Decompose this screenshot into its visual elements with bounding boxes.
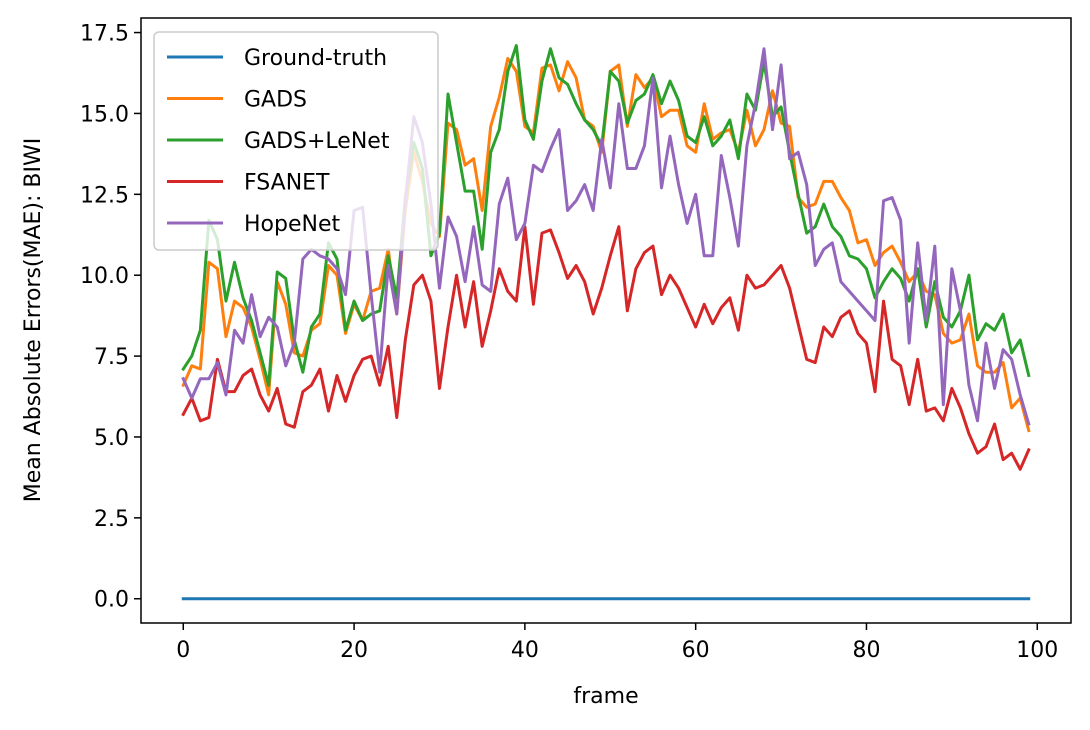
x-tick-label: 60 xyxy=(682,638,710,663)
y-tick-label: 12.5 xyxy=(80,183,129,208)
legend-label-gads: GADS xyxy=(244,88,307,113)
legend-label-ground-truth: Ground-truth xyxy=(244,46,387,71)
y-tick-label: 17.5 xyxy=(80,22,129,47)
series-line-hopenet xyxy=(181,47,1031,426)
y-tick-label: 7.5 xyxy=(94,345,129,370)
x-tick-label: 40 xyxy=(511,638,539,663)
legend-label-hopenet: HopeNet xyxy=(244,212,340,237)
y-tick-label: 5.0 xyxy=(94,426,129,451)
legend: Ground-truth GADS GADS+LeNet FSANET HopeNet xyxy=(153,31,439,251)
y-tick-label: 15.0 xyxy=(80,102,129,127)
series-layer xyxy=(181,44,1031,601)
x-tick-label: 80 xyxy=(852,638,880,663)
y-tick-label: 2.5 xyxy=(94,507,129,532)
legend-box xyxy=(153,31,439,251)
y-tick-label: 0.0 xyxy=(94,588,129,613)
y-axis: 0.0 2.5 5.0 7.5 10.0 12.5 15.0 17.5 xyxy=(80,22,141,613)
y-tick-label: 10.0 xyxy=(80,264,129,289)
x-tick-label: 20 xyxy=(340,638,368,663)
x-axis: 0 20 40 60 80 100 xyxy=(176,623,1058,663)
series-line-fsanet xyxy=(181,225,1031,471)
x-axis-label: frame xyxy=(573,684,638,709)
legend-label-gads-lenet: GADS+LeNet xyxy=(244,129,390,154)
plot-frame xyxy=(140,17,1072,624)
y-axis-label: Mean Absolute Errors(MAE): BIWI xyxy=(21,138,46,503)
legend-label-fsanet: FSANET xyxy=(244,171,330,196)
series-line-gads-lenet xyxy=(181,44,1031,387)
x-tick-label: 100 xyxy=(1016,638,1058,663)
x-tick-label: 0 xyxy=(176,638,190,663)
